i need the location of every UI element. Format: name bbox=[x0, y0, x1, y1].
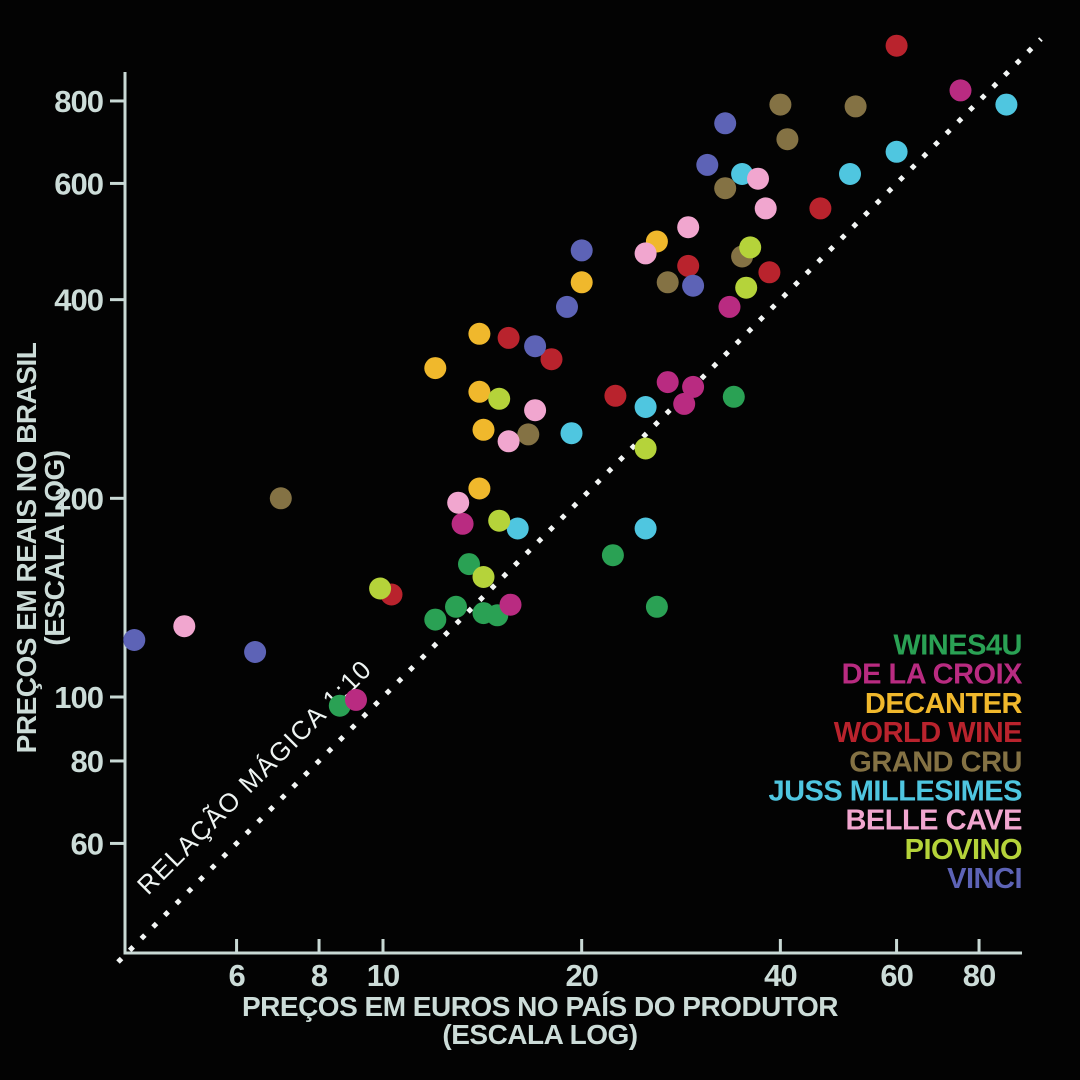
dot-grand-cru bbox=[714, 177, 737, 200]
dot-grand-cru bbox=[776, 128, 799, 151]
dot-decanter bbox=[468, 322, 491, 345]
dot-world-wine bbox=[809, 197, 832, 220]
dot-wines4u bbox=[445, 595, 467, 618]
y-tick-label-600: 600 bbox=[54, 166, 103, 201]
dot-world-wine bbox=[604, 384, 627, 407]
dot-belle-cave bbox=[747, 167, 769, 190]
dot-vinci bbox=[123, 629, 146, 651]
dot-decanter bbox=[468, 380, 491, 403]
dot-grand-cru bbox=[844, 95, 867, 118]
dot-belle-cave bbox=[634, 242, 657, 265]
dot-de-la-croix bbox=[656, 371, 679, 394]
dot-juss-millesimes bbox=[560, 422, 583, 445]
dot-belle-cave bbox=[524, 399, 547, 422]
x-tick-label-60: 60 bbox=[880, 958, 912, 993]
dot-vinci bbox=[714, 112, 737, 135]
dot-decanter bbox=[570, 271, 593, 294]
dot-world-wine bbox=[497, 326, 520, 349]
x-tick-label-6: 6 bbox=[228, 958, 245, 993]
dot-vinci bbox=[556, 295, 578, 318]
dot-decanter bbox=[468, 477, 491, 500]
dot-world-wine bbox=[885, 34, 908, 57]
x-tick-label-10: 10 bbox=[367, 958, 399, 993]
dot-de-la-croix bbox=[451, 512, 474, 535]
dot-belle-cave bbox=[173, 615, 196, 638]
dot-wines4u bbox=[645, 595, 668, 618]
dot-wines4u bbox=[458, 553, 480, 576]
legend-grand-cru: GRAND CRU bbox=[849, 746, 1022, 778]
data-points bbox=[123, 34, 1018, 717]
dot-piovino bbox=[735, 276, 758, 299]
x-tick-label-20: 20 bbox=[565, 958, 597, 993]
dot-piovino bbox=[472, 566, 495, 588]
magic-ratio-label: RELAÇÃO MÁGICA 1:10 bbox=[131, 653, 378, 900]
dot-piovino bbox=[739, 236, 762, 259]
axis-ticks bbox=[110, 99, 981, 954]
dot-piovino bbox=[369, 577, 392, 600]
y-tick-label-200: 200 bbox=[54, 481, 103, 516]
dot-wines4u bbox=[722, 385, 745, 408]
y-tick-label-800: 800 bbox=[54, 84, 103, 119]
y-tick-label-60: 60 bbox=[71, 826, 103, 861]
dot-world-wine bbox=[677, 254, 700, 277]
x-tick-label-8: 8 bbox=[311, 958, 328, 993]
dot-belle-cave bbox=[447, 491, 470, 514]
dot-grand-cru bbox=[517, 423, 540, 446]
dot-de-la-croix bbox=[682, 375, 705, 398]
legend-wines4u: WINES4U bbox=[893, 630, 1022, 662]
dot-belle-cave bbox=[497, 430, 520, 453]
legend-vinci: VINCI bbox=[947, 863, 1022, 895]
axis-tick-labels: 6 8 10 20 40 60 80 60 80 100 200 400 600 800 bbox=[54, 84, 996, 993]
legend-de-la-croix: DE LA CROIX bbox=[842, 659, 1023, 691]
dot-belle-cave bbox=[754, 197, 777, 220]
legend-juss-millesimes: JUSS MILLESIMES bbox=[768, 776, 1022, 808]
dot-vinci bbox=[244, 641, 267, 663]
dot-decanter bbox=[472, 418, 495, 441]
x-tick-label-40: 40 bbox=[764, 958, 796, 993]
x-axis-title-note: (ESCALA LOG) bbox=[442, 1019, 637, 1050]
dot-grand-cru bbox=[656, 271, 679, 294]
legend-world-wine: WORLD WINE bbox=[834, 717, 1022, 749]
magic-ratio-reference-line bbox=[116, 37, 1043, 964]
dot-juss-millesimes bbox=[885, 140, 908, 163]
legend-decanter: DECANTER bbox=[865, 688, 1023, 720]
dot-grand-cru bbox=[769, 93, 792, 116]
dot-vinci bbox=[682, 274, 705, 297]
legend-belle-cave: BELLE CAVE bbox=[845, 805, 1022, 837]
y-tick-label-80: 80 bbox=[71, 744, 103, 779]
x-tick-label-80: 80 bbox=[963, 958, 995, 993]
y-axis-title-note: (ESCALA LOG) bbox=[39, 450, 70, 645]
dot-world-wine bbox=[758, 261, 781, 284]
legend-piovino: PIOVINO bbox=[905, 834, 1022, 866]
dot-vinci bbox=[570, 239, 593, 262]
dot-piovino bbox=[634, 437, 657, 460]
dot-juss-millesimes bbox=[839, 163, 861, 185]
dot-decanter bbox=[424, 357, 447, 380]
dot-world-wine bbox=[540, 348, 563, 371]
y-tick-label-100: 100 bbox=[54, 680, 103, 715]
dot-vinci bbox=[524, 335, 547, 358]
dot-wines4u bbox=[424, 608, 447, 631]
y-tick-label-400: 400 bbox=[54, 283, 103, 318]
dot-wines4u bbox=[601, 544, 624, 567]
dot-piovino bbox=[488, 509, 511, 532]
x-axis-title: PREÇOS EM EUROS NO PAÍS DO PRODUTOR bbox=[242, 991, 838, 1022]
dot-de-la-croix bbox=[949, 79, 972, 102]
dot-de-la-croix bbox=[499, 593, 522, 616]
dot-grand-cru bbox=[269, 487, 292, 510]
dot-de-la-croix bbox=[673, 392, 696, 415]
dot-de-la-croix bbox=[718, 295, 741, 318]
dot-belle-cave bbox=[677, 216, 700, 239]
dot-juss-millesimes bbox=[634, 517, 657, 540]
dot-juss-millesimes bbox=[995, 93, 1018, 116]
dot-piovino bbox=[488, 387, 511, 410]
dot-de-la-croix bbox=[345, 688, 367, 711]
dot-juss-millesimes bbox=[506, 517, 529, 540]
y-axis-title: PREÇOS EM REAIS NO BRASIL bbox=[11, 342, 42, 753]
dot-juss-millesimes bbox=[634, 396, 657, 418]
dot-vinci bbox=[696, 153, 719, 176]
